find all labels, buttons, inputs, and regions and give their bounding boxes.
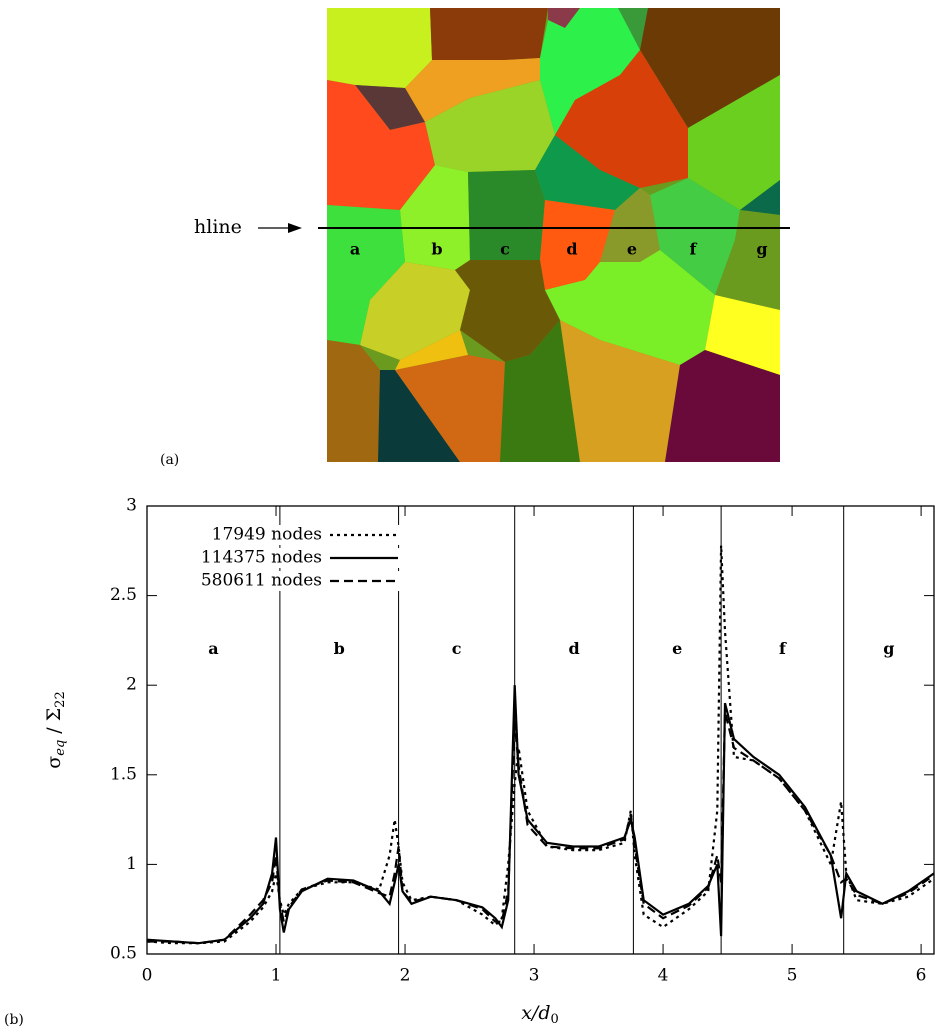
plot: 0.5 1 1.5 2 2.5 3 0 1 2 3 4 5 6 a b c d e f g 17949 nodes 114… xyxy=(110,496,935,986)
grain-label: g xyxy=(756,240,767,259)
legend-label: 17949 nodes xyxy=(212,525,322,545)
y-tick-label: 2 xyxy=(126,675,137,695)
y-label-sub2: 22 xyxy=(53,691,68,708)
x-tick-label: 4 xyxy=(658,966,669,986)
grain-label: f xyxy=(690,240,698,259)
y-tick-label: 1.5 xyxy=(110,764,137,784)
x-tick-label: 3 xyxy=(529,966,540,986)
x-tick-label: 6 xyxy=(916,966,927,986)
grain-label: a xyxy=(208,639,218,658)
grain-label: b xyxy=(334,639,345,658)
grain-label: e xyxy=(627,240,637,259)
series-line xyxy=(146,545,935,945)
grain-label: d xyxy=(568,639,579,658)
grain-labels: a b c d e f g xyxy=(350,240,768,259)
grain-label: c xyxy=(500,240,510,259)
x-tick-label: 5 xyxy=(787,966,798,986)
panel-label: (a) xyxy=(160,452,179,468)
series-line xyxy=(147,711,935,945)
legend-bg xyxy=(180,525,402,545)
grain-label: c xyxy=(452,639,462,658)
grain-label: g xyxy=(883,639,894,658)
y-tick-label: 3 xyxy=(126,496,137,516)
legend-label: 114375 nodes xyxy=(201,548,322,568)
y-label-main: σ xyxy=(43,756,65,769)
grain-label: f xyxy=(779,639,787,658)
hline-label: hline xyxy=(194,216,242,238)
y-label-mid: / Σ xyxy=(43,708,65,740)
y-tick-label: 1 xyxy=(126,854,137,874)
x-tick-label: 1 xyxy=(271,966,282,986)
plot-frame xyxy=(146,505,935,955)
grain-label: e xyxy=(672,639,682,658)
y-tick-label: 2.5 xyxy=(110,585,137,605)
x-label-sub: 0 xyxy=(551,1012,559,1027)
x-label-main: x/d xyxy=(521,1002,550,1024)
y-tick-label: 0.5 xyxy=(110,944,137,964)
y-axis-label: σeq / Σ22 xyxy=(43,691,68,768)
legend-bg xyxy=(180,571,402,591)
grain-label: a xyxy=(350,240,360,259)
legend-label: 580611 nodes xyxy=(201,571,322,591)
panel-label: (b) xyxy=(4,1012,24,1028)
legend-bg xyxy=(180,548,402,568)
series-line xyxy=(146,685,935,945)
x-axis-label: x/d0 xyxy=(521,1002,559,1027)
y-label-sub: eq xyxy=(53,740,68,756)
grain-label: b xyxy=(431,240,442,259)
grain-map xyxy=(258,8,790,462)
x-tick-label: 2 xyxy=(400,966,411,986)
grain-label: d xyxy=(566,240,577,259)
x-tick-label: 0 xyxy=(142,966,153,986)
